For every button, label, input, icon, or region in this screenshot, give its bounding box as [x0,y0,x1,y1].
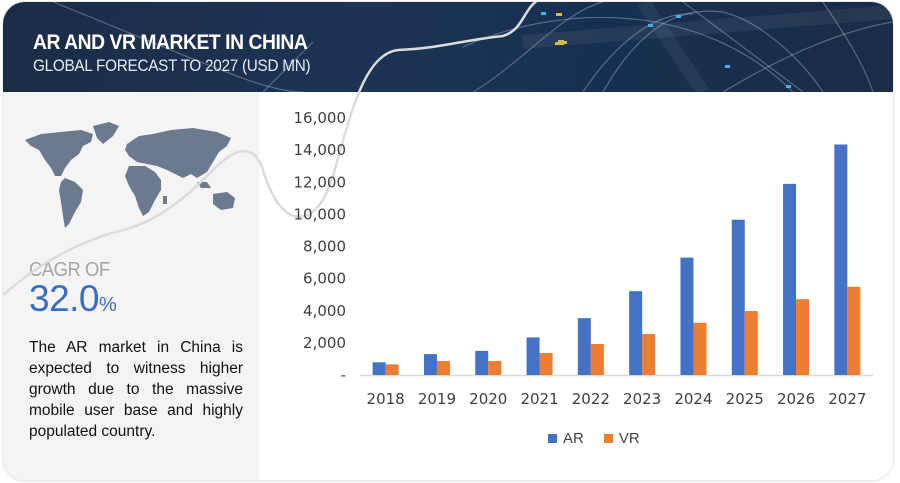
light-dot [556,13,562,16]
x-tick-label: 2023 [623,390,661,408]
light-dot [725,65,730,68]
bar-ar-2023 [629,291,643,375]
chart-legend: AR VR [548,430,640,447]
bar-ar-2026 [783,183,797,375]
x-tick-label: 2024 [674,390,712,408]
x-tick-label: 2020 [469,390,507,408]
bar-vr-2024 [693,322,707,375]
bar-ar-2019 [423,354,437,375]
bar-vr-2020 [488,361,502,375]
y-tick-label: 4,000 [303,302,346,320]
x-tick-label: 2025 [726,390,764,408]
bar-vr-2018 [385,364,399,375]
cagr-unit: % [99,294,117,316]
bar-vr-2023 [642,334,656,375]
y-tick-label: 8,000 [303,238,346,256]
x-tick-label: 2022 [572,390,610,408]
bar-ar-2018 [372,362,386,375]
market-description: The AR market in China is expected to wi… [29,339,243,440]
bar-vr-2021 [539,352,553,375]
light-dot [556,42,562,45]
infographic-card: AR AND VR MARKET IN CHINA GLOBAL FORECAS… [3,2,893,480]
y-tick-label: 6,000 [303,270,346,288]
x-tick-label: 2026 [777,390,815,408]
bar-chart: - 2,000 4,000 6,000 8,000 10,000 12,000 14,000 1… [294,109,873,408]
bar-ar-2025 [731,219,745,375]
bar-vr-2025 [744,311,758,375]
light-dot [541,12,546,15]
bar-ar-2021 [526,337,540,375]
x-tick-label: 2021 [520,390,558,408]
y-tick-label: - [341,366,346,384]
bar-ar-2024 [680,257,694,375]
y-tick-label: 16,000 [294,109,347,127]
light-dot [786,85,791,88]
legend-label-ar: AR [563,430,584,447]
y-tick-label: 12,000 [294,173,347,191]
y-tick-label: 14,000 [294,141,347,159]
bar-ar-2022 [577,318,591,375]
legend-swatch-vr [603,434,613,443]
bar-vr-2027 [847,286,861,375]
light-dot [648,24,653,27]
light-dot [676,15,681,18]
bar-ar-2020 [475,350,489,375]
bar-vr-2026 [796,299,810,375]
bar-ar-2027 [834,144,848,375]
legend-swatch-ar [548,434,557,443]
legend-label-vr: VR [618,430,640,447]
bar-vr-2019 [436,361,450,375]
y-tick-label: 2,000 [303,334,346,352]
x-tick-label: 2019 [418,390,456,408]
y-tick-label: 10,000 [294,205,347,223]
x-tick-label: 2027 [828,390,866,408]
bar-vr-2022 [590,343,604,375]
x-tick-label: 2018 [367,390,405,408]
